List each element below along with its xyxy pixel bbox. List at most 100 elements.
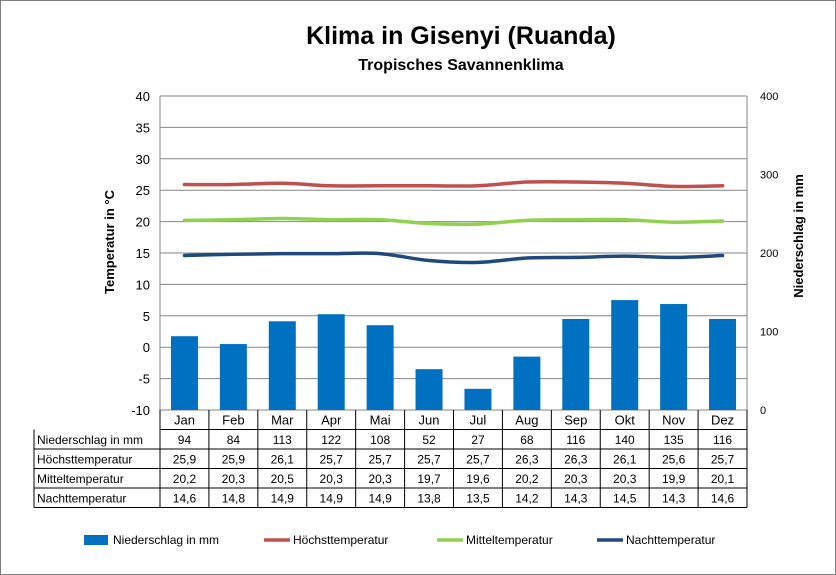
y-tick-label: 30 bbox=[136, 152, 150, 167]
data-label: 27 bbox=[471, 433, 485, 447]
table-row-label: Mitteltemperatur bbox=[37, 472, 124, 486]
y-tick-label: -10 bbox=[131, 403, 150, 418]
data-label: 14,3 bbox=[564, 492, 588, 506]
bar-sep bbox=[562, 318, 590, 410]
bar-feb bbox=[219, 344, 247, 410]
data-label: 25,7 bbox=[320, 453, 344, 467]
table-row-label: Höchsttemperatur bbox=[37, 453, 132, 467]
data-label: 19,9 bbox=[662, 472, 686, 486]
data-label: 25,9 bbox=[222, 453, 246, 467]
bar-dez bbox=[709, 318, 737, 410]
chart-title: Klima in Gisenyi (Ruanda) bbox=[306, 22, 616, 50]
x-tick-label: Feb bbox=[222, 413, 244, 428]
data-label: 26,1 bbox=[271, 453, 295, 467]
bar-nov bbox=[660, 304, 688, 410]
bar-jul bbox=[464, 388, 492, 410]
data-label: 94 bbox=[178, 433, 192, 447]
data-label: 113 bbox=[273, 433, 292, 447]
y-tick-label: 35 bbox=[136, 120, 150, 135]
data-label: 20,5 bbox=[271, 472, 295, 486]
legend-label: Mitteltemperatur bbox=[466, 533, 553, 547]
data-label: 14,9 bbox=[271, 492, 295, 506]
x-tick-label: Jul bbox=[470, 413, 487, 428]
data-label: 19,6 bbox=[466, 472, 490, 486]
data-label: 25,7 bbox=[368, 453, 392, 467]
y2-tick-label: 200 bbox=[760, 248, 778, 260]
bar-aug bbox=[513, 356, 541, 410]
bar-okt bbox=[611, 300, 639, 410]
table-row-label: Niederschlag in mm bbox=[37, 433, 143, 447]
data-label: 14,9 bbox=[368, 492, 392, 506]
data-label: 20,3 bbox=[564, 472, 588, 486]
data-label: 20,3 bbox=[368, 472, 392, 486]
x-tick-label: Jan bbox=[174, 413, 195, 428]
data-label: 20,3 bbox=[320, 472, 344, 486]
line-mitteltemperatur bbox=[182, 216, 725, 227]
y-tick-label: 25 bbox=[136, 183, 150, 198]
legend-label: Nachttemperatur bbox=[626, 533, 715, 547]
table-row-label: Nachttemperatur bbox=[37, 492, 126, 506]
data-label: 20,1 bbox=[711, 472, 735, 486]
data-label: 14,8 bbox=[222, 492, 246, 506]
x-tick-label: Nov bbox=[662, 413, 686, 428]
line-nachttemperatur bbox=[182, 251, 725, 265]
y-tick-label: 10 bbox=[136, 277, 150, 292]
y2-tick-label: 400 bbox=[760, 91, 778, 103]
data-label: 14,9 bbox=[320, 492, 344, 506]
data-label: 26,1 bbox=[613, 453, 637, 467]
x-tick-label: Aug bbox=[515, 413, 538, 428]
bar-jan bbox=[170, 336, 198, 410]
data-label: 84 bbox=[227, 433, 241, 447]
data-label: 14,2 bbox=[515, 492, 539, 506]
data-label: 14,3 bbox=[662, 492, 686, 506]
data-label: 14,6 bbox=[173, 492, 197, 506]
data-label: 20,2 bbox=[173, 472, 197, 486]
x-tick-label: Okt bbox=[615, 413, 636, 428]
data-label: 26,3 bbox=[515, 453, 539, 467]
data-label: 14,6 bbox=[711, 492, 735, 506]
y-tick-label: 20 bbox=[136, 215, 150, 230]
data-label: 13,5 bbox=[466, 492, 490, 506]
y-tick-label: -5 bbox=[138, 372, 150, 387]
data-label: 122 bbox=[321, 433, 341, 447]
bar-mai bbox=[366, 325, 394, 410]
y-tick-label: 15 bbox=[136, 246, 150, 261]
data-label: 20,2 bbox=[515, 472, 539, 486]
x-tick-label: Mai bbox=[370, 413, 391, 428]
y2-tick-label: 300 bbox=[760, 170, 778, 182]
data-label: 116 bbox=[713, 433, 732, 447]
line-h-chsttemperatur bbox=[182, 179, 725, 189]
data-label: 25,7 bbox=[711, 453, 735, 467]
legend-label: Niederschlag in mm bbox=[113, 533, 219, 547]
data-label: 116 bbox=[566, 433, 585, 447]
x-tick-label: Jun bbox=[419, 413, 440, 428]
data-label: 25,6 bbox=[662, 453, 686, 467]
data-label: 140 bbox=[615, 433, 635, 447]
x-tick-label: Mar bbox=[271, 413, 294, 428]
y-tick-label: 0 bbox=[143, 340, 150, 355]
bar-jun bbox=[415, 369, 443, 410]
data-label: 20,3 bbox=[613, 472, 637, 486]
x-tick-label: Dez bbox=[711, 413, 734, 428]
y2-tick-label: 100 bbox=[760, 327, 778, 339]
legend-swatch-bar bbox=[84, 535, 108, 545]
data-label: 25,7 bbox=[466, 453, 490, 467]
data-label: 52 bbox=[422, 433, 436, 447]
data-label: 108 bbox=[370, 433, 390, 447]
data-label: 13,8 bbox=[417, 492, 441, 506]
data-label: 14,5 bbox=[613, 492, 637, 506]
bar-mar bbox=[268, 321, 296, 410]
y-axis-label: Temperatur in °C bbox=[102, 189, 117, 294]
y-tick-label: 40 bbox=[136, 89, 150, 104]
y2-tick-label: 0 bbox=[760, 405, 766, 417]
x-tick-label: Apr bbox=[321, 413, 342, 428]
bar-apr bbox=[317, 314, 345, 410]
data-label: 20,3 bbox=[222, 472, 246, 486]
data-label: 25,9 bbox=[173, 453, 197, 467]
data-label: 68 bbox=[520, 433, 534, 447]
chart-subtitle: Tropisches Savannenklima bbox=[358, 57, 564, 74]
y2-axis-label: Niederschlag in mm bbox=[791, 174, 806, 298]
data-label: 25,7 bbox=[417, 453, 441, 467]
data-label: 135 bbox=[664, 433, 684, 447]
